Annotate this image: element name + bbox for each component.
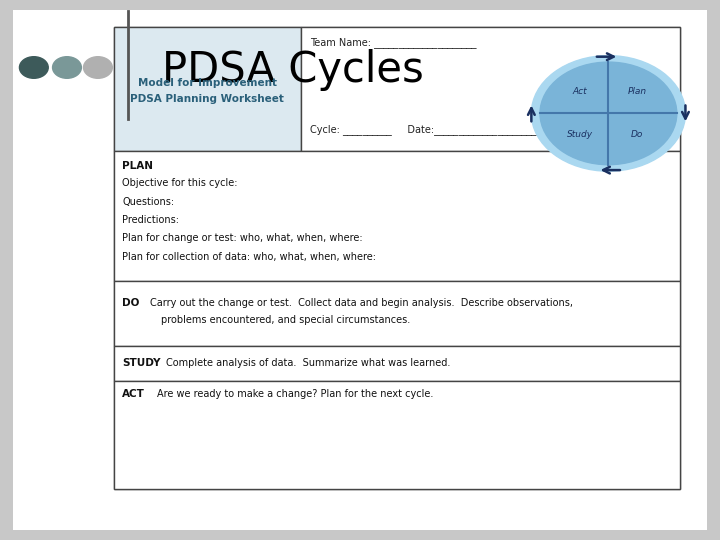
Text: STUDY: STUDY xyxy=(122,358,161,368)
Circle shape xyxy=(540,62,677,165)
Circle shape xyxy=(53,57,81,78)
Bar xyxy=(114,281,680,346)
Text: Objective for this cycle:: Objective for this cycle: xyxy=(122,178,238,188)
Circle shape xyxy=(19,57,48,78)
Bar xyxy=(114,381,680,489)
Text: Questions:: Questions: xyxy=(122,197,174,207)
Circle shape xyxy=(84,57,112,78)
Text: Complete analysis of data.  Summarize what was learned.: Complete analysis of data. Summarize wha… xyxy=(166,358,450,368)
Text: Are we ready to make a change? Plan for the next cycle.: Are we ready to make a change? Plan for … xyxy=(157,389,433,399)
Bar xyxy=(114,346,680,381)
Text: Cycle: __________     Date:_______________________: Cycle: __________ Date:_________________… xyxy=(310,124,546,135)
Text: Do: Do xyxy=(631,131,643,139)
Text: Plan: Plan xyxy=(628,87,647,96)
Text: Plan for collection of data: who, what, when, where:: Plan for collection of data: who, what, … xyxy=(122,252,377,262)
Text: Study: Study xyxy=(567,131,593,139)
Text: Carry out the change or test.  Collect data and begin analysis.  Describe observ: Carry out the change or test. Collect da… xyxy=(150,299,573,308)
Text: Predictions:: Predictions: xyxy=(122,215,179,225)
Text: Act: Act xyxy=(572,87,587,96)
Bar xyxy=(114,27,301,151)
Text: problems encountered, and special circumstances.: problems encountered, and special circum… xyxy=(161,315,410,325)
Bar xyxy=(301,27,680,151)
Text: DO: DO xyxy=(122,299,140,308)
Text: PLAN: PLAN xyxy=(122,161,153,171)
Text: Plan for change or test: who, what, when, where:: Plan for change or test: who, what, when… xyxy=(122,233,363,244)
Text: PDSA Cycles: PDSA Cycles xyxy=(162,49,424,91)
Text: PDSA Planning Worksheet: PDSA Planning Worksheet xyxy=(130,94,284,104)
Text: ACT: ACT xyxy=(122,389,145,399)
Text: Team Name: _____________________: Team Name: _____________________ xyxy=(310,37,476,48)
Bar xyxy=(114,151,680,281)
FancyBboxPatch shape xyxy=(13,10,707,530)
Text: Model for Improvement: Model for Improvement xyxy=(138,78,277,87)
Circle shape xyxy=(531,56,685,171)
Bar xyxy=(114,27,680,489)
